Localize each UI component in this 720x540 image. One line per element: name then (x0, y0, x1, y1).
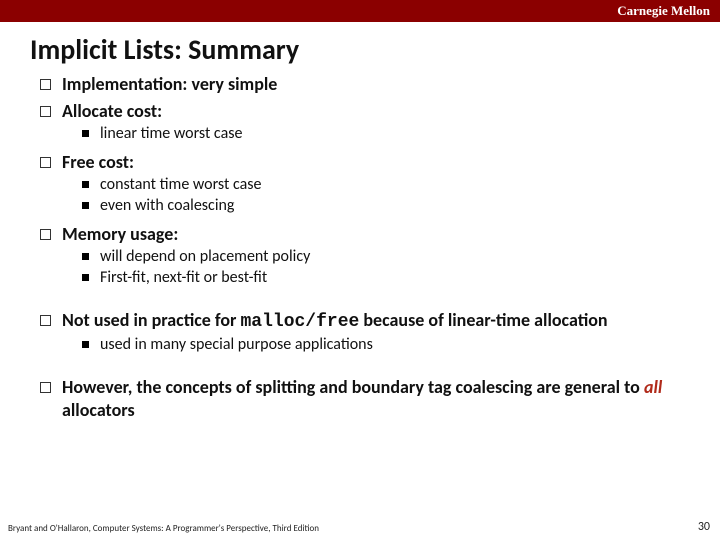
brand-label: Carnegie Mellon (617, 3, 710, 18)
header-bar: Carnegie Mellon (0, 0, 720, 22)
bullet-list-2: Not used in practice for malloc/free bec… (30, 309, 690, 356)
b5-code: malloc/free (240, 312, 359, 332)
bullet-allocate: Allocate cost: linear time worst case (38, 100, 690, 145)
b6-post: allocators (62, 399, 135, 421)
bullet-free-label: Free cost: (62, 151, 134, 173)
sublist-allocate: linear time worst case (62, 124, 690, 145)
bullet-list: Implementation: very simple Allocate cos… (30, 73, 690, 289)
bullet-memory-label: Memory usage: (62, 223, 178, 245)
page-number: 30 (698, 520, 710, 534)
sublist-free: constant time worst case even with coale… (62, 175, 690, 217)
b5-post: because of linear-time allocation (359, 309, 607, 331)
sub-memory-2: First-fit, next-fit or best-fit (82, 268, 690, 289)
sub-not-used-1: used in many special purpose application… (82, 335, 690, 356)
bullet-implementation: Implementation: very simple (38, 73, 690, 96)
b6-pre: However, the concepts of splitting and b… (62, 376, 644, 398)
footer-text: Bryant and O'Hallaron, Computer Systems:… (8, 523, 319, 534)
sub-free-2: even with coalescing (82, 196, 690, 217)
b5-pre: Not used in practice for (62, 309, 240, 331)
sub-memory-1: will depend on placement policy (82, 247, 690, 268)
sub-allocate-1: linear time worst case (82, 124, 690, 145)
bullet-allocate-label: Allocate cost: (62, 100, 162, 122)
sublist-not-used: used in many special purpose application… (62, 335, 690, 356)
bullet-not-used: Not used in practice for malloc/free bec… (38, 309, 690, 356)
b6-emph: all (644, 376, 662, 398)
sublist-memory: will depend on placement policy First-fi… (62, 247, 690, 289)
bullet-list-3: However, the concepts of splitting and b… (30, 376, 690, 421)
bullet-free: Free cost: constant time worst case even… (38, 151, 690, 217)
bullet-memory: Memory usage: will depend on placement p… (38, 223, 690, 289)
sub-free-1: constant time worst case (82, 175, 690, 196)
bullet-however: However, the concepts of splitting and b… (38, 376, 690, 421)
slide-title: Implicit Lists: Summary (0, 22, 720, 73)
content-area: Implementation: very simple Allocate cos… (0, 73, 720, 421)
